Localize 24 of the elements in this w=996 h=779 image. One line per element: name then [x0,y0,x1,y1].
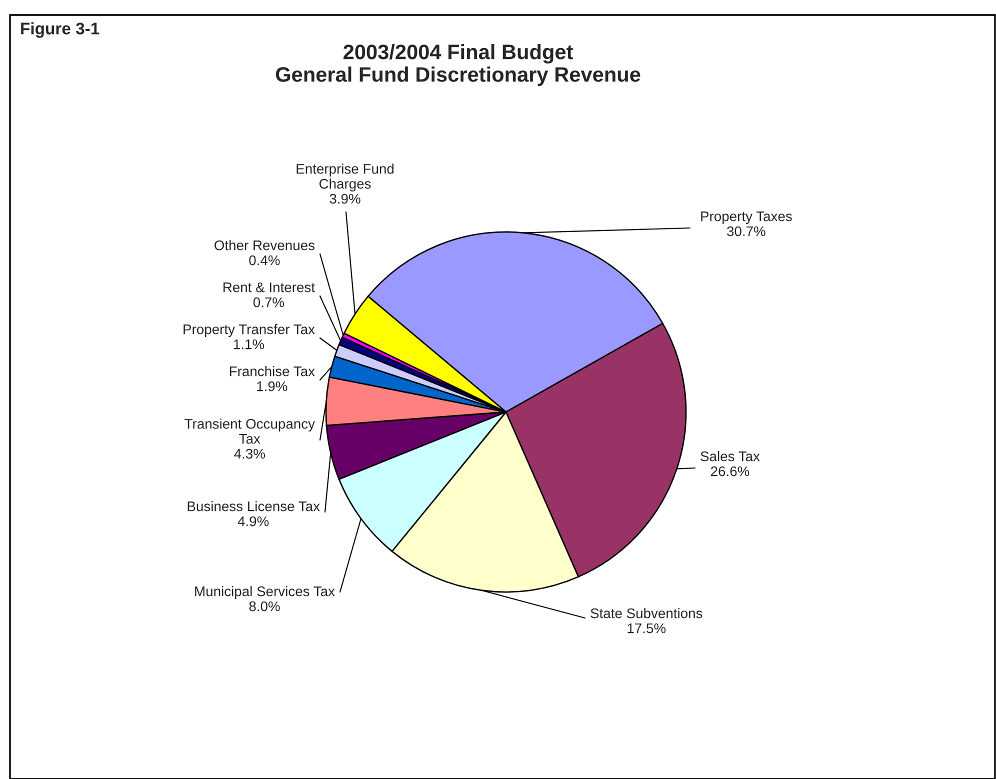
caption: Figure 3-1 [21,22,100,38]
data-label: 0.4% [249,255,280,266]
data-label: 3.9% [330,194,360,204]
slice-label: Property Transfer Tax [184,324,315,337]
slice-label: Rent & Interest [224,282,315,292]
slice-label: Sales Tax [700,451,760,462]
slice-label: Enterprise Fund Charges [296,164,394,192]
data-label: 26.6% [710,466,750,476]
data-label: 17.5% [628,623,666,634]
slice-label: Business License Tax [188,501,320,512]
chart-title: 2003/2004 Final Budget General Fund Discretionary Revenue [276,44,640,86]
slice-label: Municipal Services Tax [195,586,335,599]
data-label: 0.7% [253,297,284,308]
data-label: 30.7% [727,226,766,236]
data-label: 8.0% [249,601,280,612]
data-label: 1.9% [257,381,288,392]
data-label: 4.9% [238,516,269,526]
slice-label: Other Revenues [214,240,315,250]
slice-label: Franchise Tax [230,366,315,376]
slice-label: State Subventions [590,608,702,618]
slice-label: Property Taxes [701,212,792,224]
data-label: 1.1% [234,339,264,350]
data-label: 4.3% [234,448,265,459]
slice-label: Transient Occupancy Tax [184,418,315,444]
